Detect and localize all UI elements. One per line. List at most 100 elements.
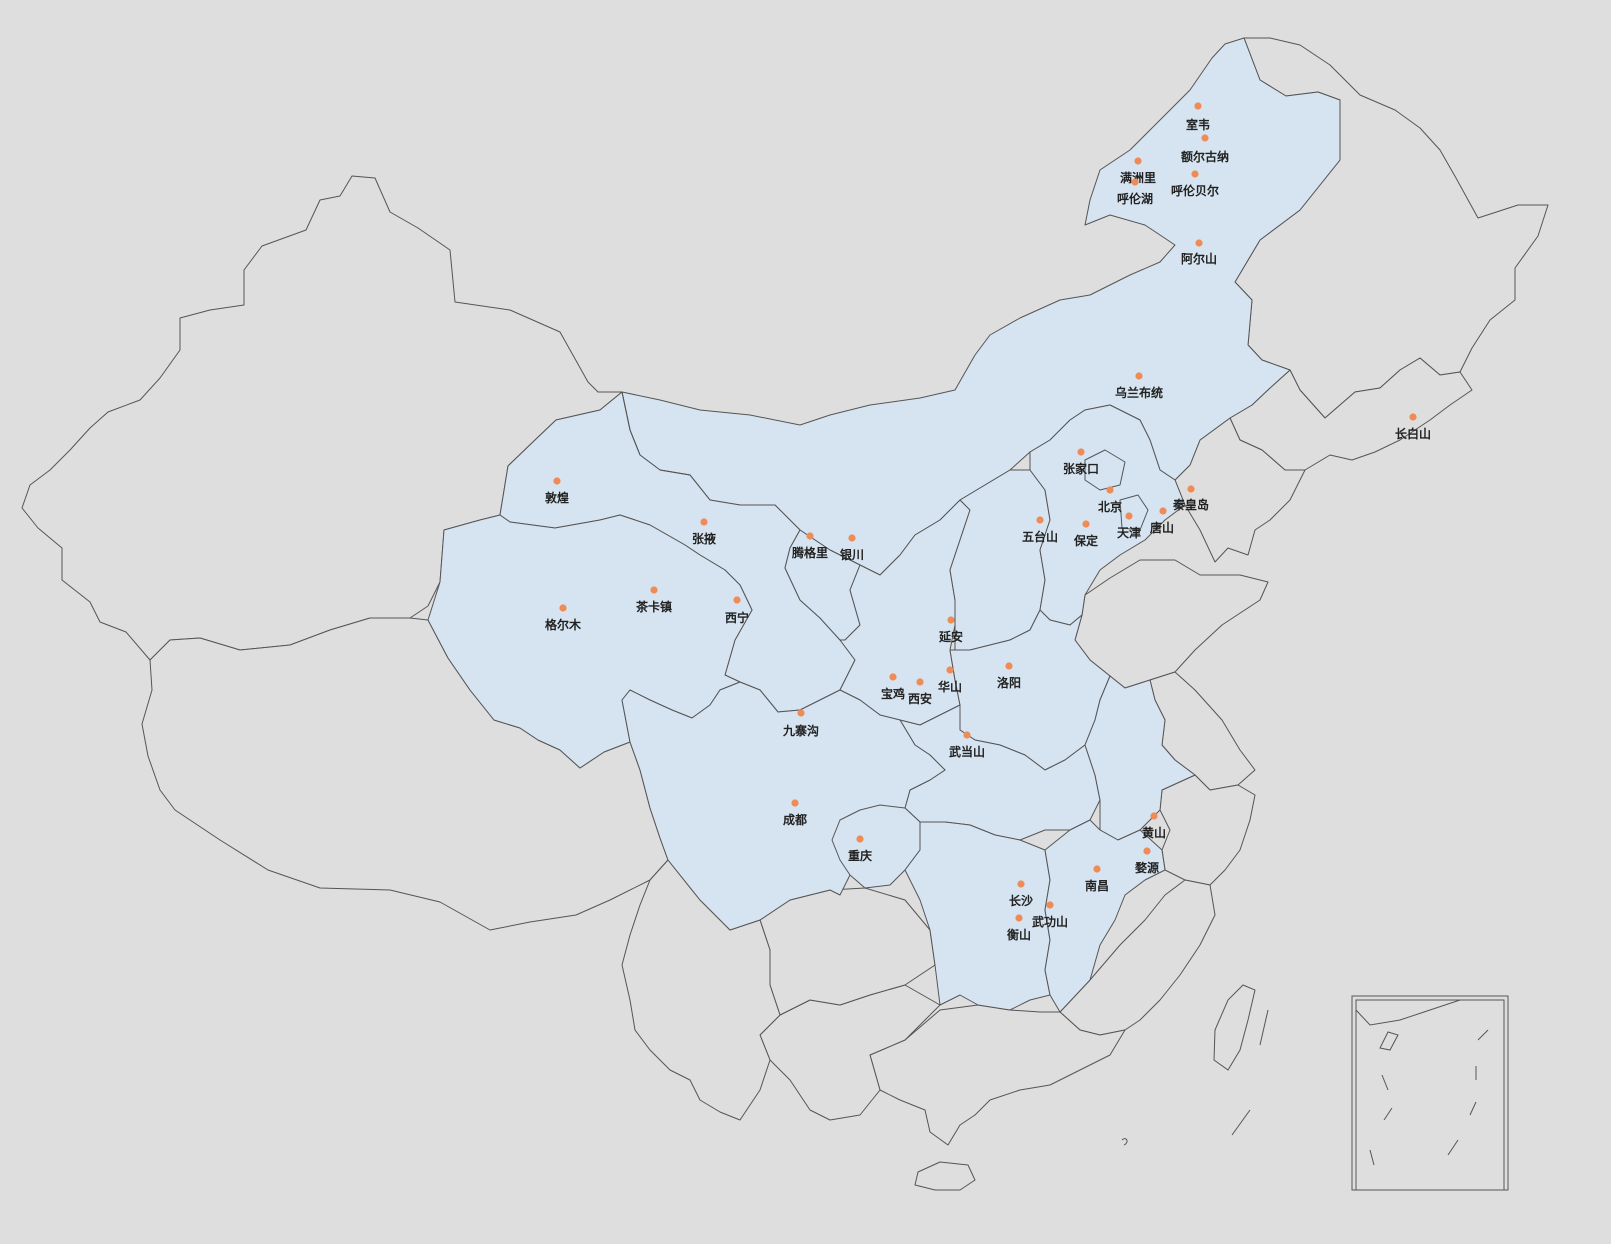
inset-dash-1 [1379, 1031, 1399, 1051]
city-marker [1143, 847, 1151, 855]
city-marker [1409, 413, 1417, 421]
city-label: 北京 [1098, 499, 1122, 514]
city-marker [1046, 901, 1054, 909]
city-marker [1017, 880, 1025, 888]
city-hulunlake: 呼伦湖 [1117, 178, 1153, 206]
region-yunnan [621, 859, 781, 1121]
city-label: 长沙 [1009, 893, 1033, 908]
city-wutaishan: 五台山 [1022, 516, 1058, 544]
city-chengdu: 成都 [783, 799, 807, 827]
inset-dash-2 [1381, 1074, 1389, 1091]
city-marker [889, 673, 897, 681]
inset-dash-6 [1469, 1101, 1477, 1116]
city-dunhuang: 敦煌 [545, 477, 569, 505]
city-label: 武功山 [1032, 914, 1068, 929]
city-label: 宝鸡 [881, 686, 905, 701]
city-marker [946, 666, 954, 674]
city-changbaishan: 长白山 [1395, 413, 1431, 441]
inset-frame-inner [1355, 999, 1505, 1191]
city-tangshan: 唐山 [1150, 507, 1174, 535]
south-china-sea-inset [1351, 995, 1509, 1191]
inset-dash-4 [1369, 1149, 1375, 1166]
city-wudangshan: 武当山 [949, 731, 985, 759]
city-marker [791, 799, 799, 807]
region-hainan [914, 1161, 976, 1191]
region-tianjin [1119, 494, 1149, 531]
city-marker [947, 616, 955, 624]
border-gansu-inner-mongolia [659, 469, 711, 501]
city-marker [1077, 448, 1085, 456]
border-lines [621, 391, 711, 501]
city-arxan: 阿尔山 [1181, 239, 1217, 266]
city-label: 长白山 [1395, 426, 1431, 441]
city-marker [650, 586, 658, 594]
city-marker [1191, 170, 1199, 178]
city-golmud: 格尔木 [545, 604, 582, 632]
city-label: 茶卡镇 [635, 599, 672, 614]
city-label: 银川 [840, 547, 864, 562]
highlighted-regions [427, 37, 1341, 1013]
city-label: 五台山 [1022, 529, 1058, 544]
city-marker [1082, 520, 1090, 528]
region-sichuan [621, 681, 946, 931]
city-label: 天津 [1117, 525, 1141, 540]
city-marker [848, 534, 856, 542]
city-marker [1131, 178, 1139, 186]
city-marker [733, 596, 741, 604]
region-zhejiang [1159, 774, 1256, 886]
city-marker [916, 678, 924, 686]
city-marker [1150, 812, 1158, 820]
city-hengshan: 衡山 [1007, 914, 1031, 942]
city-label: 保定 [1073, 533, 1098, 548]
city-xining: 西宁 [725, 596, 749, 625]
region-xinjiang [21, 175, 623, 661]
city-label: 秦皇岛 [1172, 497, 1209, 512]
city-marker [1015, 914, 1023, 922]
city-marker [1194, 102, 1202, 110]
city-marker [1135, 372, 1143, 380]
city-marker [700, 518, 708, 526]
city-label: 敦煌 [545, 490, 569, 505]
city-shiwei: 室韦 [1186, 102, 1210, 132]
city-label: 格尔木 [545, 617, 582, 632]
city-label: 西宁 [725, 610, 749, 625]
city-label: 额尔古纳 [1181, 149, 1229, 164]
inset-dash-5 [1447, 1139, 1459, 1156]
city-marker [1187, 485, 1195, 493]
city-label: 呼伦贝尔 [1171, 183, 1219, 198]
city-marker [1195, 239, 1203, 247]
city-xian: 西安 [908, 678, 932, 706]
city-label: 武当山 [949, 744, 985, 759]
city-hulunbuir: 呼伦贝尔 [1171, 170, 1219, 198]
city-changsha: 长沙 [1009, 880, 1033, 908]
city-marker [806, 532, 814, 540]
city-yanan: 延安 [938, 616, 963, 644]
city-label: 腾格里 [791, 545, 828, 560]
city-marker [1106, 486, 1114, 494]
city-marker [553, 477, 561, 485]
city-marker [1159, 507, 1167, 515]
city-label: 乌兰布统 [1115, 385, 1163, 400]
region-hunan [904, 821, 1051, 1011]
region-shandong [1074, 559, 1269, 689]
city-luoyang: 洛阳 [997, 662, 1021, 690]
region-beijing [1084, 449, 1126, 491]
city-zhangjiakou: 张家口 [1063, 448, 1099, 476]
island-mark-3 [1121, 1138, 1128, 1146]
city-label: 婺源 [1134, 860, 1159, 875]
city-label: 重庆 [848, 848, 872, 863]
city-marker [856, 835, 864, 843]
city-label: 成都 [783, 812, 807, 827]
city-marker [1201, 134, 1209, 142]
city-label: 华山 [938, 679, 962, 694]
city-tianjin: 天津 [1117, 512, 1141, 540]
city-manzhouli: 满洲里 [1120, 157, 1156, 185]
coastal-islands [1121, 1009, 1269, 1146]
region-hebei [1029, 404, 1186, 626]
inset-dash-3 [1383, 1107, 1393, 1121]
city-label: 衡山 [1007, 927, 1031, 942]
island-mark-2 [1231, 1109, 1251, 1136]
city-label: 南昌 [1085, 878, 1109, 893]
city-marker [559, 604, 567, 612]
